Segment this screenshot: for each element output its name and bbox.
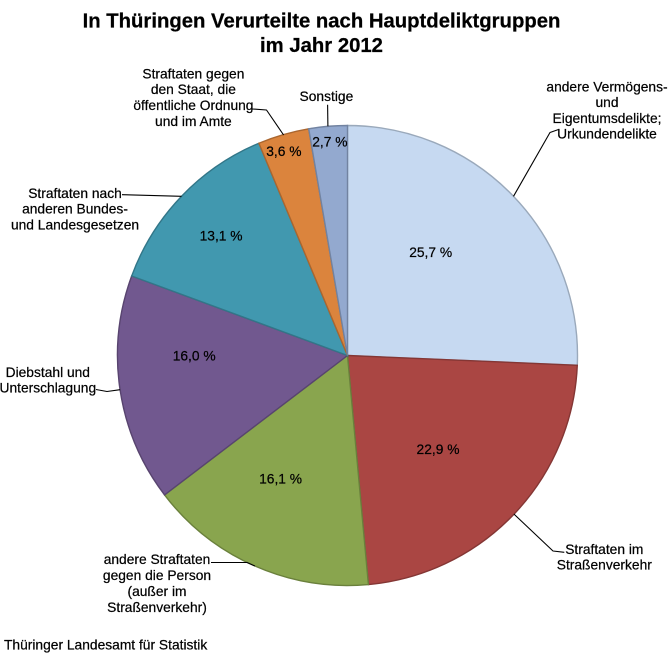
svg-text:Straßenverkehr): Straßenverkehr) (107, 600, 207, 615)
svg-text:16,0 %: 16,0 % (173, 348, 216, 363)
svg-text:Eigentumsdelikte;: Eigentumsdelikte; (553, 111, 662, 126)
svg-text:Sonstige: Sonstige (300, 89, 354, 104)
svg-text:den Staat, die: den Staat, die (151, 82, 236, 97)
svg-text:und im Amte: und im Amte (155, 114, 232, 129)
svg-text:22,9 %: 22,9 % (417, 442, 460, 457)
svg-text:Straßenverkehr: Straßenverkehr (557, 558, 652, 573)
svg-text:Straftaten gegen: Straftaten gegen (142, 66, 244, 81)
svg-text:öffentliche Ordnung: öffentliche Ordnung (133, 98, 253, 113)
svg-text:andere Vermögens-: andere Vermögens- (546, 79, 667, 94)
svg-text:Urkundendelikte: Urkundendelikte (557, 127, 657, 142)
svg-text:Thüringer Landesamt für Statis: Thüringer Landesamt für Statistik (4, 637, 207, 652)
svg-text:anderen Bundes-: anderen Bundes- (22, 202, 128, 217)
svg-text:25,7 %: 25,7 % (409, 245, 452, 260)
svg-text:und: und (595, 95, 618, 110)
svg-text:In Thüringen Verurteilte nach: In Thüringen Verurteilte nach Hauptdelik… (83, 11, 561, 33)
svg-text:Diebstahl und: Diebstahl und (6, 365, 90, 380)
svg-text:2,7 %: 2,7 % (312, 135, 347, 150)
svg-text:13,1 %: 13,1 % (200, 229, 243, 244)
svg-text:und Landesgesetzen: und Landesgesetzen (11, 217, 139, 232)
svg-text:gegen die Person: gegen die Person (103, 568, 211, 583)
svg-text:3,6 %: 3,6 % (266, 144, 301, 159)
svg-text:im Jahr 2012: im Jahr 2012 (260, 35, 383, 57)
svg-text:Straftaten im: Straftaten im (565, 542, 643, 557)
svg-text:Unterschlagung: Unterschlagung (0, 380, 96, 395)
svg-text:andere Straftaten: andere Straftaten (104, 552, 211, 567)
svg-text:16,1 %: 16,1 % (259, 472, 302, 487)
svg-text:Straftaten nach: Straftaten nach (28, 186, 122, 201)
svg-text:(außer im: (außer im (127, 584, 186, 599)
